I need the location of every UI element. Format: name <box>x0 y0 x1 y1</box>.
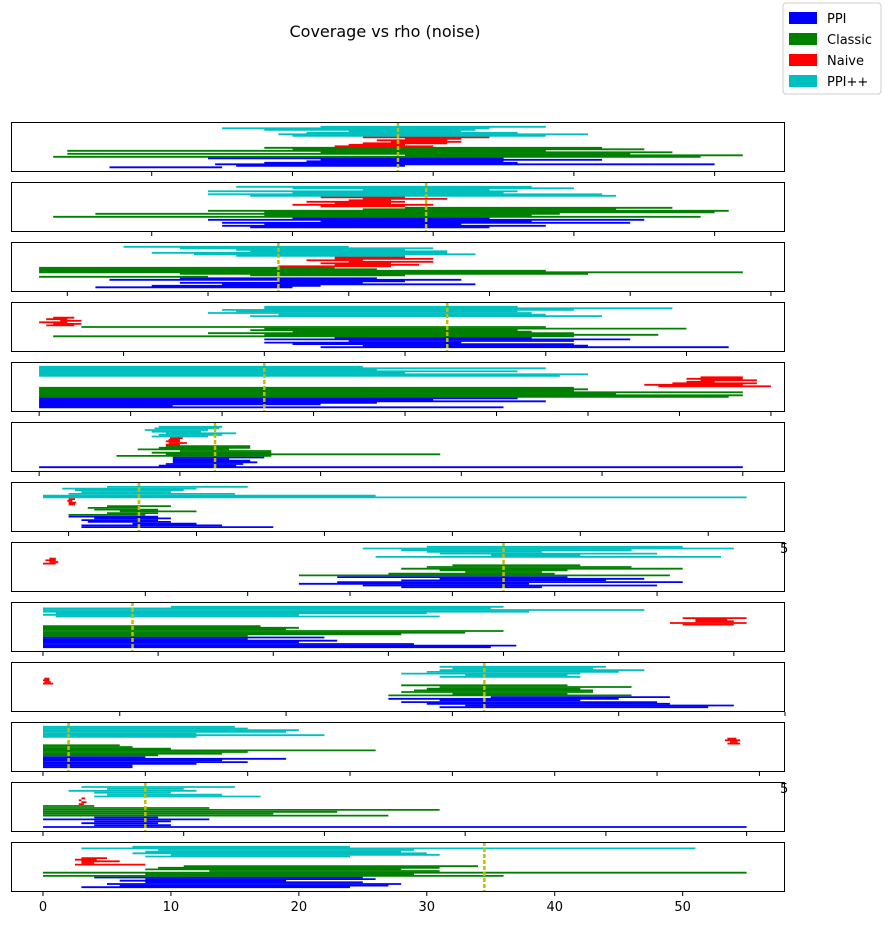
panel-frame <box>11 602 785 652</box>
panel-frame <box>11 422 785 472</box>
panel-9 <box>11 602 785 656</box>
panel-frame <box>11 722 785 772</box>
panel-8 <box>11 542 785 596</box>
panel-10 <box>11 662 786 716</box>
panel-7 <box>11 482 785 536</box>
panel-frame <box>11 302 785 352</box>
legend: PPI Classic Naive PPI++ <box>782 2 882 95</box>
panel-2 <box>11 182 785 236</box>
legend-label: Classic <box>827 33 872 48</box>
legend-swatch <box>789 54 817 66</box>
panel-3 <box>11 242 785 296</box>
chart-title: Coverage vs rho (noise) <box>290 22 481 41</box>
clipped-tick-label: 5 <box>780 782 788 797</box>
x-tick-label: 20 <box>291 900 308 915</box>
legend-swatch <box>789 12 817 24</box>
panel-frame <box>11 782 785 832</box>
legend-swatch <box>789 33 817 45</box>
panel-frame <box>11 482 785 532</box>
x-tick-label: 10 <box>163 900 180 915</box>
legend-label: PPI <box>827 12 847 27</box>
legend-swatch <box>789 75 817 87</box>
panel-11 <box>11 722 785 776</box>
clipped-tick-labels: 5 5 <box>780 542 788 797</box>
panel-13: 0 10 20 30 40 50 <box>11 842 785 915</box>
panel-6 <box>11 422 785 476</box>
panel-frame <box>11 182 785 232</box>
panel-frame <box>11 122 785 172</box>
legend-label: Naive <box>827 54 864 69</box>
x-tick-label: 0 <box>39 900 47 915</box>
panel-1 <box>11 122 785 176</box>
legend-label: PPI++ <box>827 75 868 90</box>
panel-12 <box>11 782 785 836</box>
panel-frame <box>11 242 785 292</box>
panels-layer: 0 10 20 30 40 50 <box>11 122 786 915</box>
panel-frame <box>11 542 785 592</box>
clipped-tick-label: 5 <box>780 542 788 557</box>
panel-4 <box>11 302 785 356</box>
x-tick-label: 50 <box>674 900 691 915</box>
x-tick-label: 30 <box>419 900 436 915</box>
panel-frame <box>11 842 785 892</box>
panel-5 <box>11 362 785 416</box>
panel-frame <box>11 662 785 712</box>
panel-frame <box>11 362 785 412</box>
legend-frame <box>782 2 882 95</box>
x-tick-label: 40 <box>546 900 563 915</box>
